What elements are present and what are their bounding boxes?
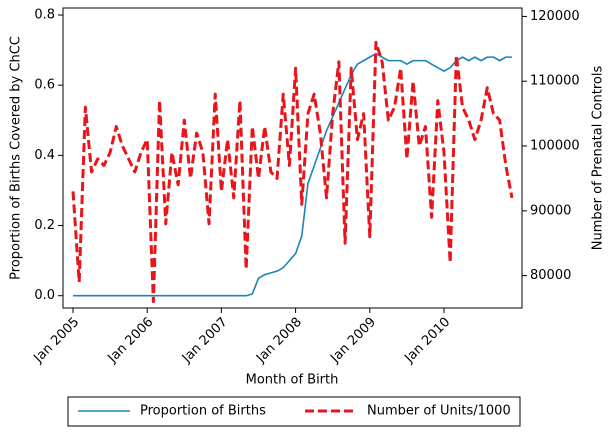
x-tick-label: Jan 2009	[327, 315, 379, 367]
y-tick-label: 0.8	[34, 8, 55, 23]
y-tick-label: 0.4	[34, 148, 55, 163]
x-tick-label: Jan 2005	[30, 315, 82, 367]
x-axis-label: Month of Birth	[246, 373, 339, 388]
y2-tick-label: 100000	[530, 139, 580, 154]
data-line	[71, 40, 514, 304]
y-tick-label: 0.0	[34, 288, 55, 303]
legend-box	[67, 396, 521, 427]
y2-axis-label: Number of Prenatal Controls	[591, 66, 606, 251]
x-tick-label: Jan 2010	[401, 315, 453, 367]
plot-frame	[62, 7, 523, 309]
y2-tick-label: 110000	[530, 74, 580, 89]
data-line	[73, 52, 512, 297]
y-axis-label: Proportion of Births Covered by ChCC	[9, 36, 24, 280]
y-tick-label: 0.6	[34, 78, 55, 93]
y-tick-label: 0.2	[34, 218, 55, 233]
y2-tick-label: 80000	[530, 268, 571, 283]
y2-tick-label: 90000	[530, 203, 571, 218]
legend-label: Proportion of Births	[140, 404, 266, 419]
x-tick-label: Jan 2006	[105, 315, 157, 367]
x-tick-label: Jan 2007	[179, 315, 231, 367]
legend-label: Number of Units/1000	[367, 404, 511, 419]
x-tick-label: Jan 2008	[253, 315, 305, 367]
y2-tick-label: 120000	[530, 9, 580, 24]
